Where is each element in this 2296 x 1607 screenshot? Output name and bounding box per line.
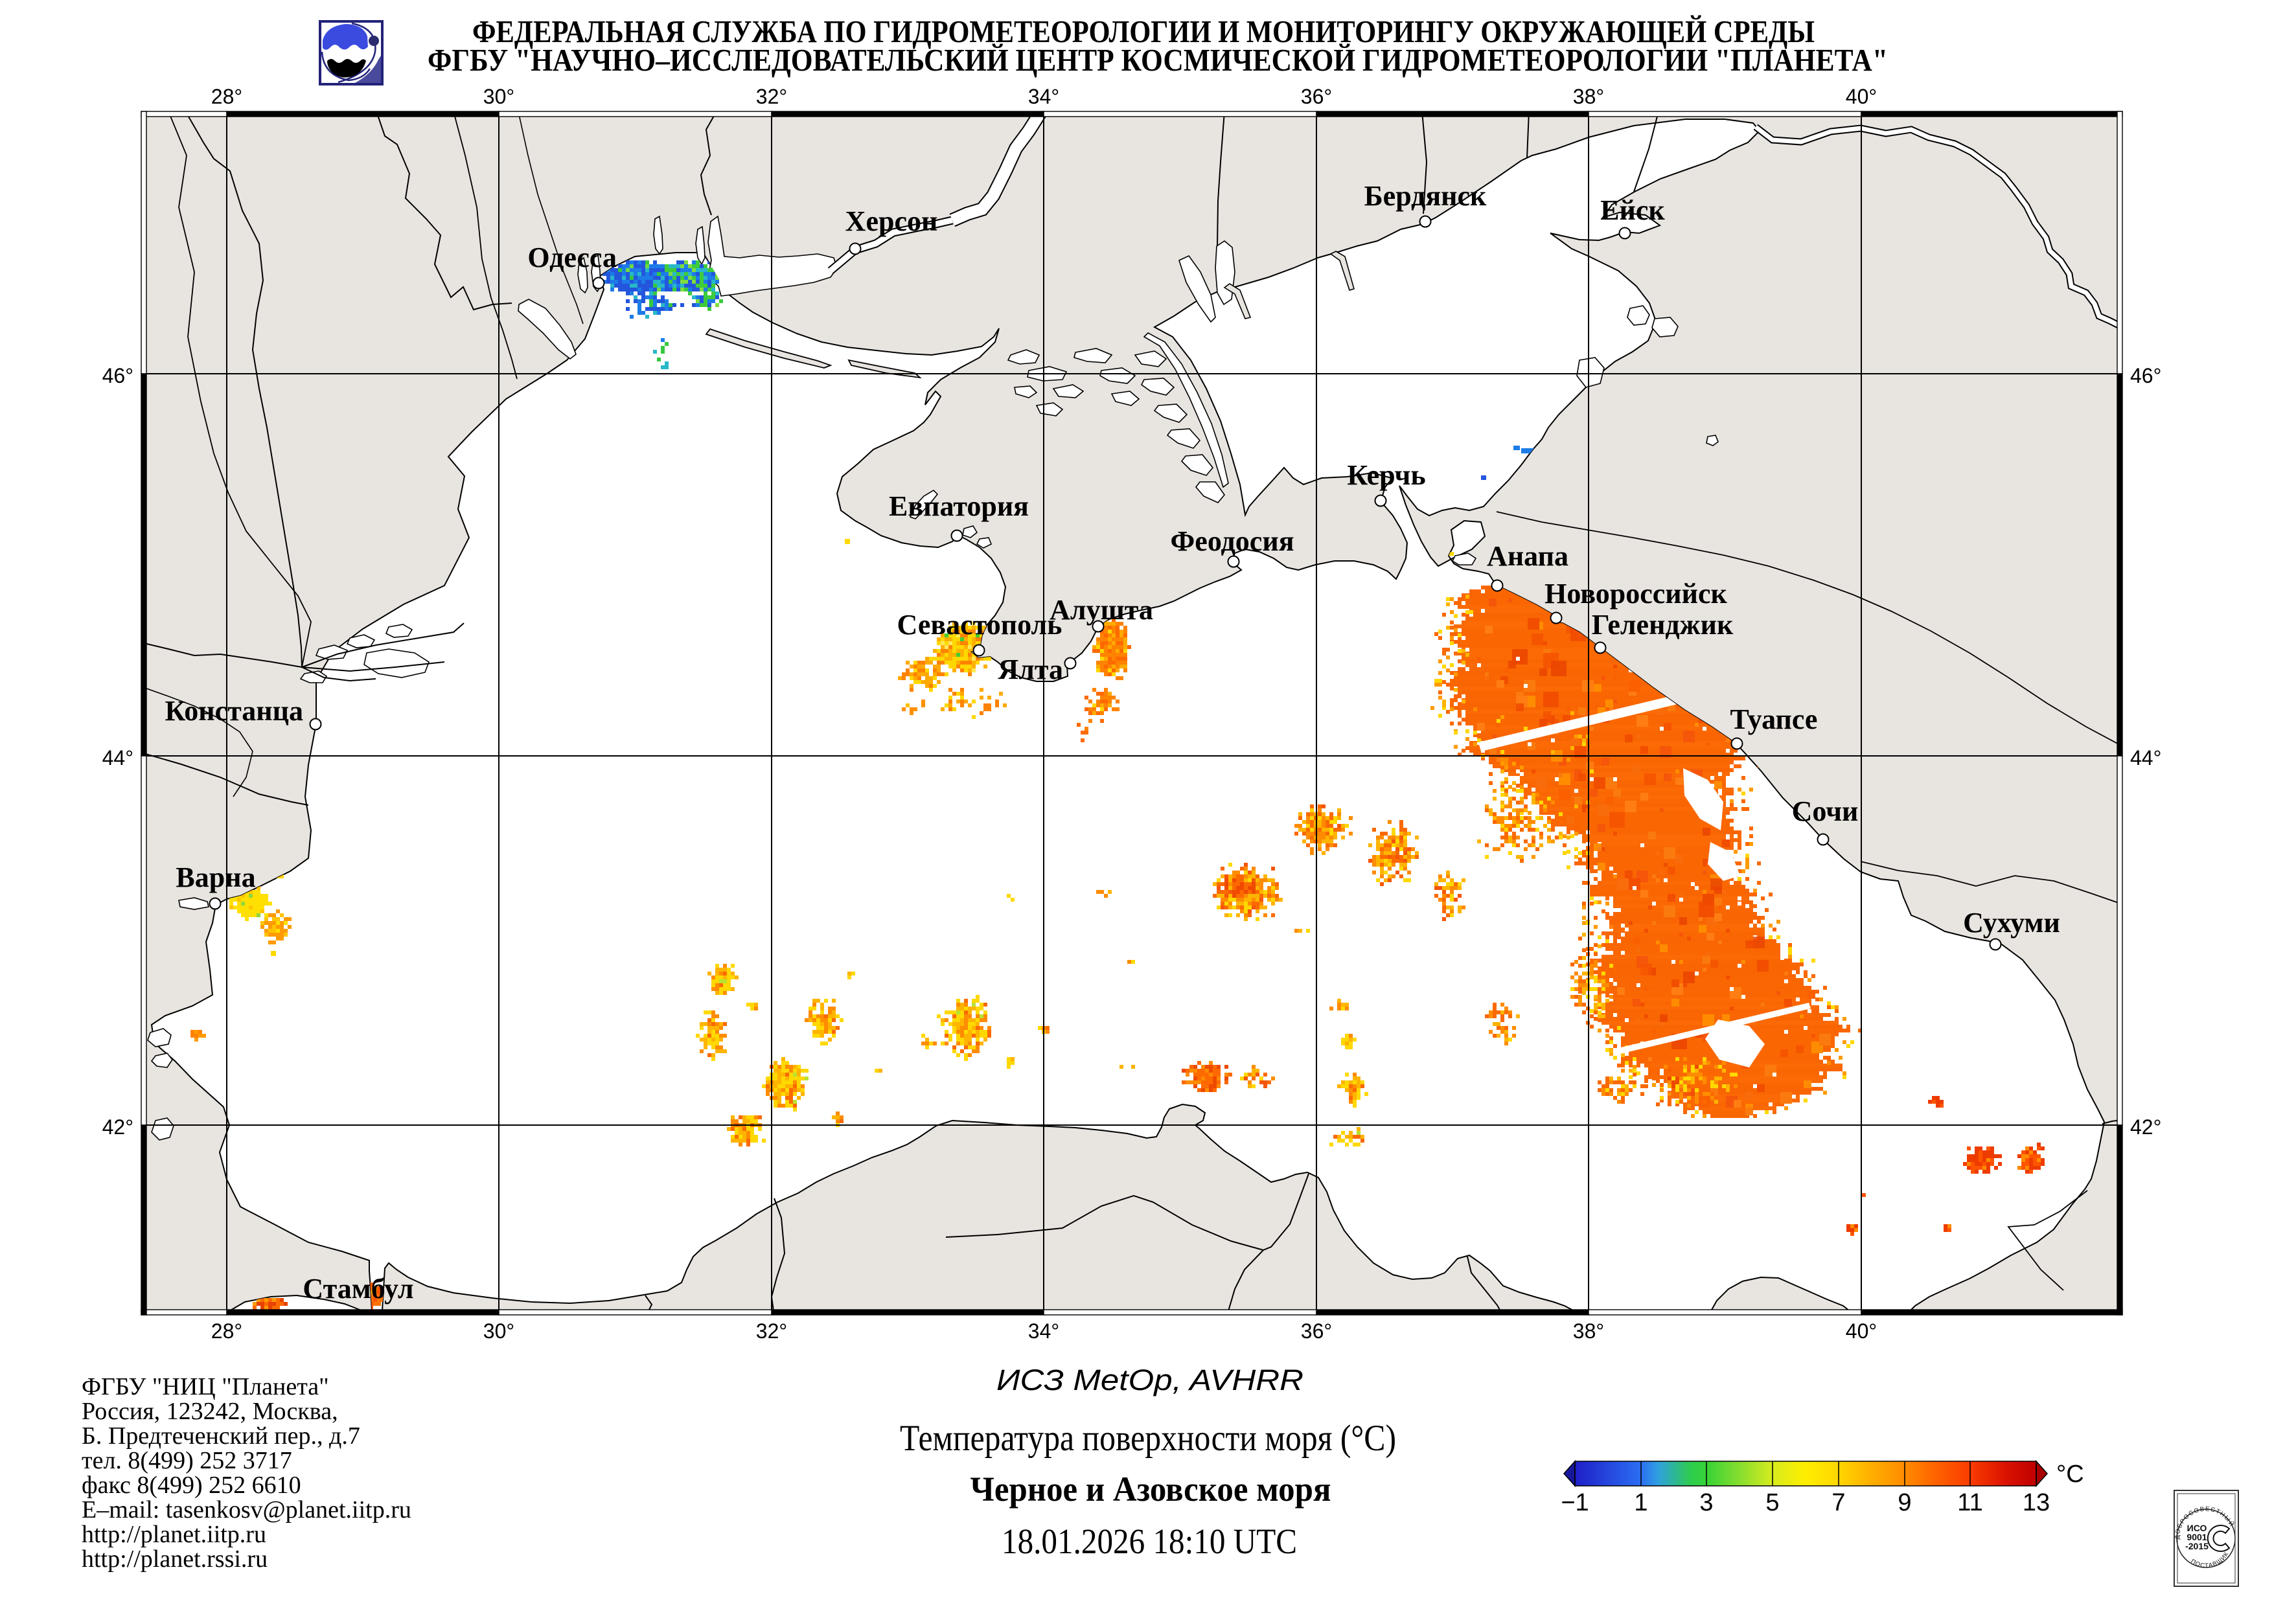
svg-text:1: 1 xyxy=(1634,1489,1647,1516)
svg-text:Феодосия: Феодосия xyxy=(1171,525,1294,557)
svg-text:Евпатория: Евпатория xyxy=(889,490,1029,522)
svg-text:34°: 34° xyxy=(1028,85,1059,108)
svg-text:Херсон: Херсон xyxy=(845,205,938,237)
svg-text:Варна: Варна xyxy=(176,861,255,893)
svg-text:тел. 8(499) 252 3717: тел. 8(499) 252 3717 xyxy=(82,1447,292,1474)
svg-text:Б. Предтеченский пер., д.7: Б. Предтеченский пер., д.7 xyxy=(82,1422,360,1450)
svg-text:Сочи: Сочи xyxy=(1792,795,1859,827)
svg-text:Россия, 123242, Москва,: Россия, 123242, Москва, xyxy=(82,1398,338,1425)
svg-text:Черное и Азовское моря: Черное и Азовское моря xyxy=(970,1470,1331,1509)
svg-text:Анапа: Анапа xyxy=(1487,540,1568,572)
svg-text:5: 5 xyxy=(1765,1489,1779,1516)
svg-text:9: 9 xyxy=(1898,1489,1911,1516)
svg-text:46°: 46° xyxy=(102,364,133,387)
svg-text:Одесса: Одесса xyxy=(527,242,617,273)
svg-text:42°: 42° xyxy=(2130,1115,2161,1139)
svg-text:11: 11 xyxy=(1957,1489,1982,1516)
svg-text:http://planet.iitp.ru: http://planet.iitp.ru xyxy=(82,1521,266,1548)
svg-text:Геленджик: Геленджик xyxy=(1592,609,1734,641)
svg-text:-2015: -2015 xyxy=(2185,1541,2209,1551)
svg-text:Температура поверхности моря (: Температура поверхности моря (°C) xyxy=(900,1418,1396,1459)
svg-text:Туапсе: Туапсе xyxy=(1730,703,1818,735)
svg-text:°C: °C xyxy=(2056,1461,2084,1488)
svg-text:ИСЗ MetOp, AVHRR: ИСЗ MetOp, AVHRR xyxy=(996,1363,1303,1396)
svg-text:3: 3 xyxy=(1699,1489,1713,1516)
svg-text:28°: 28° xyxy=(211,1319,242,1343)
svg-text:38°: 38° xyxy=(1573,1319,1604,1343)
svg-text:ФЕДЕРАЛЬНАЯ СЛУЖБА ПО ГИДРОМЕТ: ФЕДЕРАЛЬНАЯ СЛУЖБА ПО ГИДРОМЕТЕОРОЛОГИИ … xyxy=(472,14,1815,49)
svg-text:34°: 34° xyxy=(1028,1319,1059,1343)
svg-text:32°: 32° xyxy=(756,1319,787,1343)
svg-text:Сухуми: Сухуми xyxy=(1963,907,2060,939)
svg-text:Новороссийск: Новороссийск xyxy=(1544,578,1727,610)
svg-text:Алушта: Алушта xyxy=(1050,594,1153,626)
svg-text:E–mail: tasenkosv@planet.iitp.: E–mail: tasenkosv@planet.iitp.ru xyxy=(82,1496,411,1523)
svg-text:28°: 28° xyxy=(211,85,242,108)
svg-text:40°: 40° xyxy=(1846,85,1877,108)
svg-text:Севастополь: Севастополь xyxy=(897,609,1062,641)
svg-text:38°: 38° xyxy=(1573,85,1604,108)
svg-text:32°: 32° xyxy=(756,85,787,108)
svg-text:Стамбул: Стамбул xyxy=(303,1273,413,1305)
svg-text:Констанца: Констанца xyxy=(165,695,303,727)
svg-text:ФГБУ "НАУЧНО–ИССЛЕДОВАТЕЛЬСКИЙ: ФГБУ "НАУЧНО–ИССЛЕДОВАТЕЛЬСКИЙ ЦЕНТР КОС… xyxy=(428,42,1888,78)
svg-text:Ялта: Ялта xyxy=(998,654,1063,685)
svg-text:40°: 40° xyxy=(1846,1319,1877,1343)
svg-text:факс 8(499) 252 6610: факс 8(499) 252 6610 xyxy=(82,1472,301,1499)
svg-text:ФГБУ "НИЦ "Планета": ФГБУ "НИЦ "Планета" xyxy=(82,1373,329,1400)
svg-text:7: 7 xyxy=(1831,1489,1845,1516)
svg-text:13: 13 xyxy=(2023,1489,2050,1516)
svg-text:44°: 44° xyxy=(102,746,133,769)
svg-text:−1: −1 xyxy=(1561,1489,1589,1516)
svg-text:http://planet.rssi.ru: http://planet.rssi.ru xyxy=(82,1545,268,1573)
svg-text:18.01.2026 18:10 UTC: 18.01.2026 18:10 UTC xyxy=(1002,1522,1297,1561)
svg-text:30°: 30° xyxy=(483,85,514,108)
svg-text:30°: 30° xyxy=(483,1319,514,1343)
svg-text:Бердянск: Бердянск xyxy=(1364,180,1487,212)
svg-text:36°: 36° xyxy=(1301,85,1332,108)
svg-text:Ейск: Ейск xyxy=(1600,194,1665,226)
svg-text:9001: 9001 xyxy=(2187,1532,2207,1542)
svg-text:ИСО: ИСО xyxy=(2187,1523,2207,1533)
svg-text:Керчь: Керчь xyxy=(1347,459,1425,491)
svg-text:42°: 42° xyxy=(102,1115,133,1139)
svg-text:36°: 36° xyxy=(1301,1319,1332,1343)
svg-text:46°: 46° xyxy=(2130,364,2161,387)
svg-text:44°: 44° xyxy=(2130,746,2161,769)
